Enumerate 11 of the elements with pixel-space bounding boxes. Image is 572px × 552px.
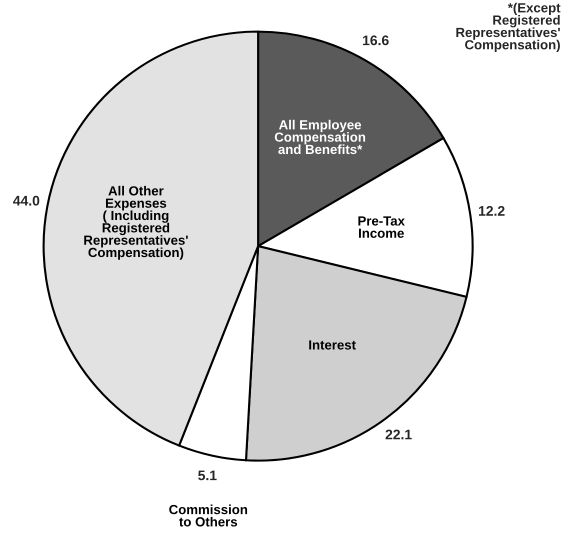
slice-label: Interest [309,340,356,350]
slice-label: All Other Expenses ( Including Registered Representatives' Compensation) [84,186,188,260]
data-label: 44.0 [13,196,40,206]
data-label: 22.1 [386,430,412,440]
data-label: 16.6 [363,35,389,46]
data-label: 12.2 [478,206,505,216]
slice-label: All Employee Compensation and Benefits* [274,120,366,154]
data-label: 5.1 [198,470,217,480]
slice-label: Pre-Tax Income [358,216,405,238]
slice-label: Commission to Others [169,504,248,527]
text: *(Except Registered Representatives' Compensation) [456,2,560,52]
